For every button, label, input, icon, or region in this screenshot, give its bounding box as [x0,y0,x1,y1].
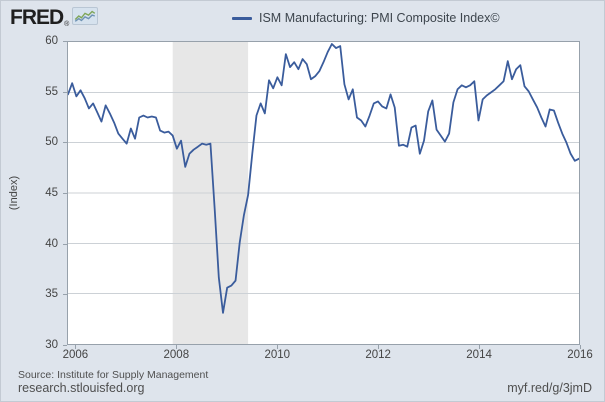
y-tick-mark [63,294,67,296]
registered-mark: ® [64,21,70,28]
fred-logo-text: FRED [10,6,64,29]
fred-site-link[interactable]: research.stlouisfed.org [18,381,145,395]
source-note: Source: Institute for Supply Management [18,369,209,381]
legend-line-swatch [232,16,252,20]
y-tick-label: 40 [45,237,58,250]
fred-short-url-link[interactable]: myf.red/g/3jmD [507,381,592,395]
y-tick-mark [63,91,67,93]
x-tick-mark [75,345,77,349]
plot-area [67,41,580,345]
x-tick-mark [580,345,581,349]
y-tick-label: 55 [45,85,58,98]
pmi-series-line [68,43,579,314]
y-tick-label: 60 [45,35,58,47]
x-tick-label: 2010 [264,349,291,361]
y-tick-mark [63,243,67,245]
y-tick-label: 30 [45,339,58,351]
x-tick-label: 2014 [466,349,492,361]
x-tick-mark [479,345,481,349]
y-tick-mark [63,41,67,42]
y-tick-mark [63,142,67,144]
y-tick-label: 50 [45,136,58,149]
x-tick-label: 2012 [365,349,391,361]
fred-sparkline-icon [72,7,99,25]
x-tick-mark [378,345,380,349]
legend: ISM Manufacturing: PMI Composite Index© [232,11,500,25]
x-tick-mark [277,345,279,349]
y-tick-mark [63,345,67,346]
pmi-line-chart [68,42,579,344]
x-tick-label: 2016 [567,349,593,361]
y-tick-label: 35 [45,288,58,301]
x-tick-mark [176,345,178,349]
x-tick-label: 2006 [62,349,89,361]
y-tick-mark [63,193,67,194]
legend-series-label: ISM Manufacturing: PMI Composite Index© [259,11,500,25]
x-tick-label: 2008 [163,349,190,361]
fred-logo: FRED ® [10,6,99,29]
y-tick-label: 45 [45,187,58,199]
